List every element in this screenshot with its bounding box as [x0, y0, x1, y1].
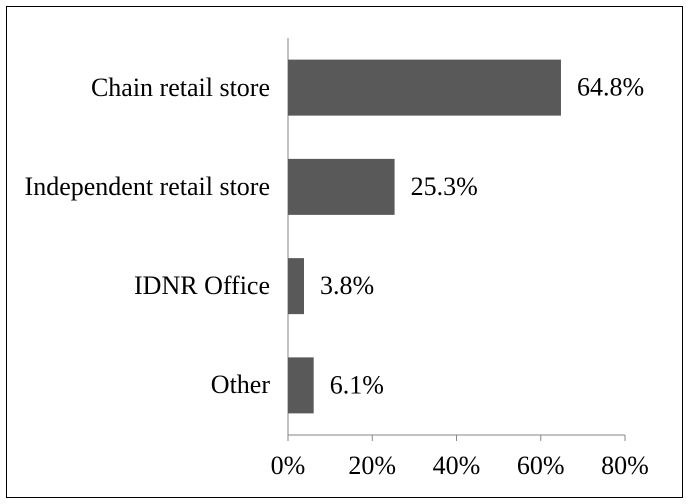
value-label: 6.1%: [330, 370, 384, 399]
x-tick-label: 20%: [348, 451, 396, 480]
y-tick-label: Chain retail store: [90, 72, 270, 102]
category-label-box: Independent retail store: [20, 142, 270, 232]
category-label-box: IDNR Office: [20, 241, 270, 331]
value-label: 25.3%: [411, 172, 478, 201]
bar: [288, 357, 314, 414]
y-tick-label: IDNR Office: [134, 271, 270, 301]
y-tick-label: Independent retail store: [24, 171, 270, 201]
y-tick-label: Other: [210, 370, 270, 400]
category-label-box: Other: [20, 340, 270, 430]
bar: [288, 59, 561, 116]
x-tick-label: 80%: [601, 451, 649, 480]
chart-border: [6, 6, 683, 498]
x-tick-label: 0%: [271, 451, 306, 480]
x-tick-label: 60%: [517, 451, 565, 480]
value-label: 3.8%: [320, 271, 374, 300]
category-label-box: Chain retail store: [20, 43, 270, 133]
bar: [288, 158, 395, 215]
x-tick-label: 40%: [433, 451, 481, 480]
value-label: 64.8%: [577, 73, 644, 102]
bar: [288, 258, 305, 315]
